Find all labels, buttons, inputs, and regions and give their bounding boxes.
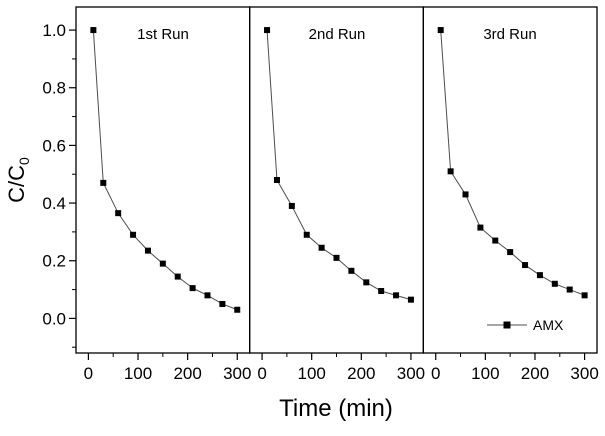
data-point-marker <box>507 249 514 256</box>
panel-border <box>422 6 598 354</box>
x-tick-label: 0 <box>257 364 266 383</box>
data-point-marker <box>130 231 137 238</box>
y-tick-label: 0.6 <box>42 136 66 155</box>
x-tick-label: 300 <box>397 364 425 383</box>
data-point-marker <box>407 296 414 303</box>
x-tick-label: 0 <box>431 364 440 383</box>
data-point-marker <box>288 202 295 209</box>
y-tick-label: 1.0 <box>42 21 66 40</box>
data-point-marker <box>100 179 107 186</box>
data-point-marker <box>522 262 529 269</box>
data-point-marker <box>437 27 444 34</box>
data-point-marker <box>462 191 469 198</box>
data-point-marker <box>115 210 122 217</box>
data-point-marker <box>333 254 340 261</box>
y-tick-label: 0.0 <box>42 309 66 328</box>
data-point-marker <box>234 306 241 313</box>
legend-label: AMX <box>533 317 564 333</box>
data-point-marker <box>159 260 166 267</box>
data-point-marker <box>219 300 226 307</box>
x-tick-label: 0 <box>84 364 93 383</box>
chart-generated-layer: 0.0 0.2 0.4 0.6 0.8 1.0 0 100 200 300 0 100 200 300 0 1… <box>42 6 599 383</box>
data-point-marker <box>348 267 355 274</box>
data-point-marker <box>393 292 400 299</box>
data-point-marker <box>318 244 325 251</box>
y-axis-title-sub: 0 <box>16 157 32 165</box>
x-tick-label: 300 <box>223 364 251 383</box>
x-tick-label: 100 <box>124 364 152 383</box>
x-tick-label: 200 <box>173 364 201 383</box>
series-line <box>440 30 585 296</box>
panel-2-title: 2nd Run <box>309 26 366 43</box>
x-tick-label: 100 <box>471 364 499 383</box>
data-point-marker <box>144 247 151 254</box>
panel-1-title: 1st Run <box>137 26 189 43</box>
y-axis-title-main: C/C <box>4 165 29 203</box>
x-tick-label: 300 <box>570 364 598 383</box>
data-point-marker <box>264 27 271 34</box>
x-axis-title: Time (min) <box>279 395 393 422</box>
panel-3-title: 3rd Run <box>483 26 536 43</box>
data-point-marker <box>447 168 454 175</box>
legend-marker <box>503 321 511 329</box>
y-tick-label: 0.4 <box>42 194 66 213</box>
data-point-marker <box>492 237 499 244</box>
x-tick-label: 200 <box>347 364 375 383</box>
y-axis-title: C/C0 <box>4 157 32 203</box>
x-tick-label: 200 <box>521 364 549 383</box>
data-point-marker <box>363 279 370 286</box>
y-tick-label: 0.2 <box>42 252 66 271</box>
data-point-marker <box>174 273 181 280</box>
y-tick-label: 0.8 <box>42 79 66 98</box>
data-point-marker <box>189 285 196 292</box>
data-point-marker <box>204 292 211 299</box>
data-point-marker <box>566 286 573 293</box>
data-point-marker <box>581 292 588 299</box>
series-line <box>92 30 238 311</box>
data-point-marker <box>378 288 385 295</box>
data-point-marker <box>303 231 310 238</box>
data-point-marker <box>90 27 97 34</box>
data-point-marker <box>477 224 484 231</box>
data-point-marker <box>536 272 543 279</box>
x-tick-label: 100 <box>298 364 326 383</box>
data-point-marker <box>551 280 558 287</box>
data-point-marker <box>273 177 280 183</box>
